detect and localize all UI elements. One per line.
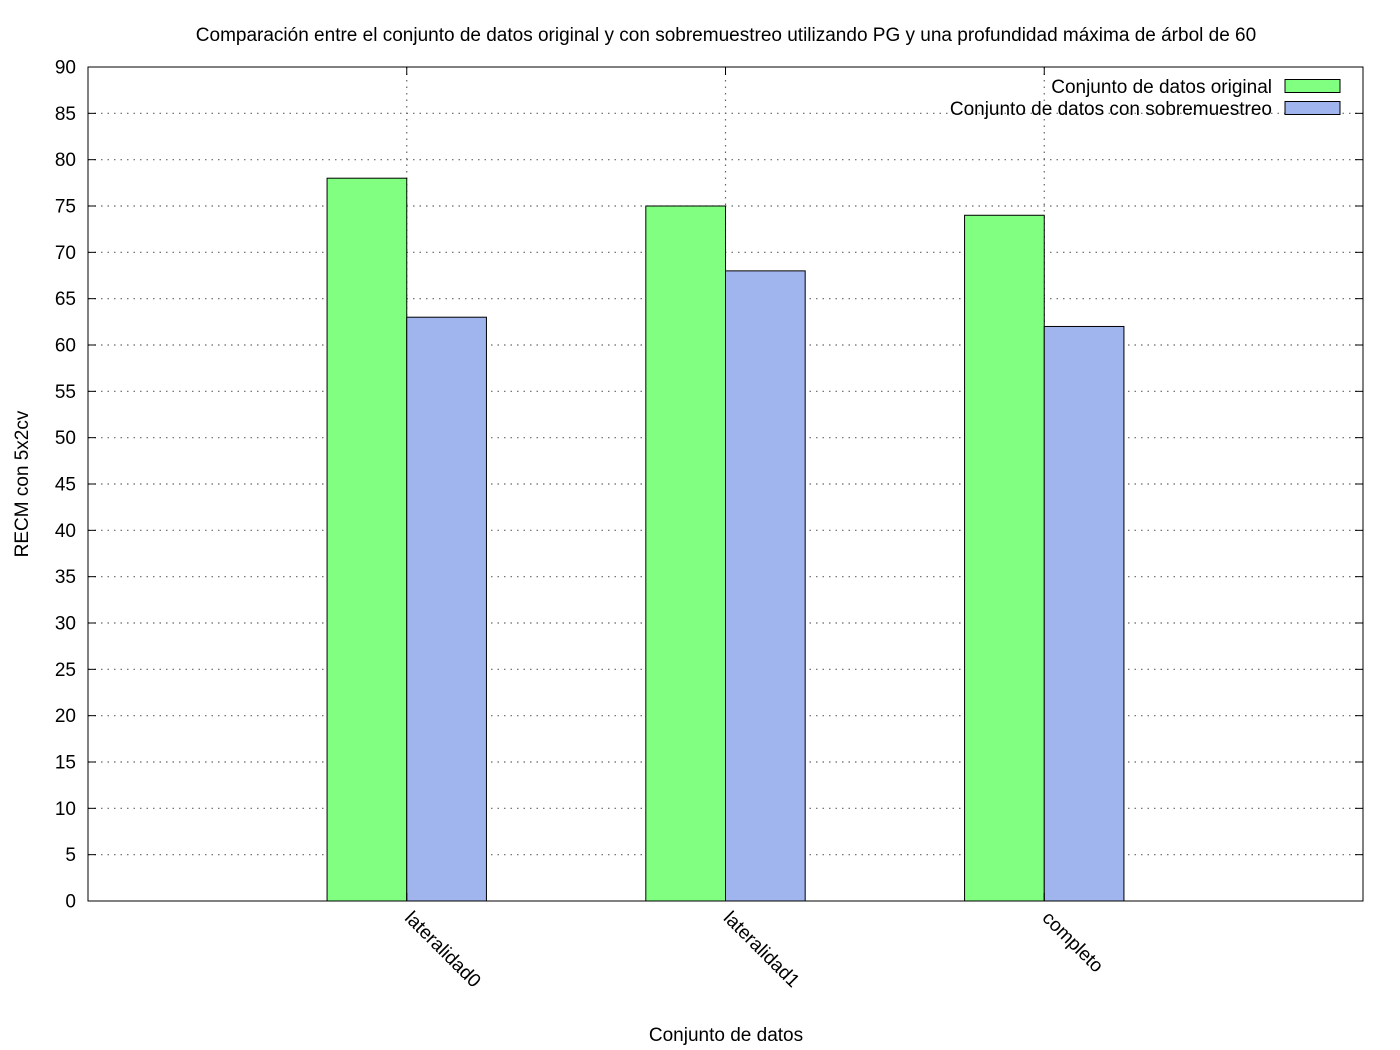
y-tick-label: 75 (55, 197, 76, 218)
legend-label-2: Conjunto de datos con sobremuestreo (950, 99, 1272, 120)
legend-swatch-1 (1284, 79, 1341, 93)
y-tick-label: 5 (65, 845, 76, 866)
bar-lateralidad0-series-1 (326, 177, 408, 902)
chart-title: Comparación entre el conjunto de datos o… (196, 25, 1256, 46)
y-tick-label: 70 (55, 243, 76, 264)
y-tick-label: 90 (55, 58, 76, 79)
y-tick-label: 25 (55, 660, 76, 681)
y-tick-label: 30 (55, 614, 76, 635)
y-axis-label: RECM con 5x2cv (12, 410, 33, 557)
x-tick-label-lateralidad0: lateralidad0 (400, 908, 484, 992)
bar-completo-series-2 (1043, 325, 1125, 902)
x-tick-label-completo: completo (1038, 908, 1107, 977)
y-tick-label: 20 (55, 706, 76, 727)
legend-label-1: Conjunto de datos original (1051, 77, 1272, 98)
y-tick-label: 80 (55, 150, 76, 171)
x-tick-label-lateralidad1: lateralidad1 (719, 908, 803, 992)
y-tick-label: 35 (55, 567, 76, 588)
y-tick-label: 55 (55, 382, 76, 403)
bar-lateralidad1-series-2 (725, 270, 806, 902)
y-tick-label: 85 (55, 104, 76, 125)
y-tick-label: 10 (55, 799, 76, 820)
y-tick-label: 0 (65, 892, 76, 913)
bar-completo-series-1 (964, 214, 1045, 902)
y-tick-label: 40 (55, 521, 76, 542)
y-tick-label: 60 (55, 336, 76, 357)
y-tick-label: 65 (55, 289, 76, 310)
y-tick-label: 45 (55, 475, 76, 496)
y-tick-label: 15 (55, 753, 76, 774)
y-tick-label: 50 (55, 428, 76, 449)
bars (326, 177, 1125, 902)
legend-swatch-2 (1284, 101, 1341, 115)
bar-lateralidad0-series-2 (406, 316, 487, 902)
x-axis-label: Conjunto de datos (649, 1025, 803, 1046)
bar-lateralidad1-series-1 (645, 205, 726, 902)
